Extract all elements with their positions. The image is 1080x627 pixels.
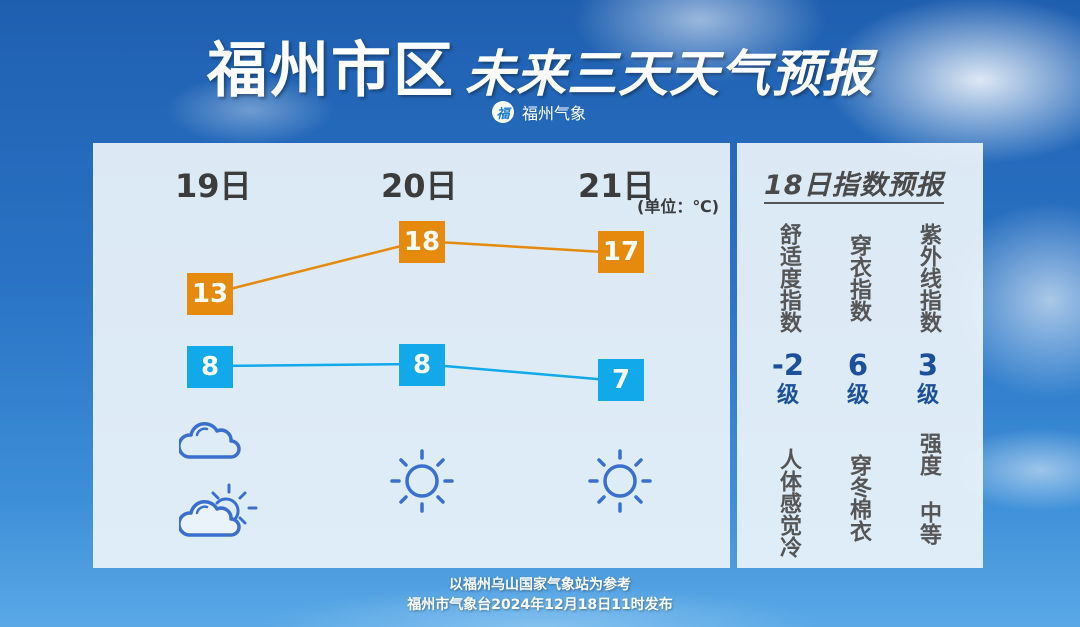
title-main: 福州市区 [207, 36, 455, 106]
uv-index-value: 3 级 [916, 348, 939, 408]
low-temp-20: 8 [399, 344, 445, 386]
uv-index-desc: 强度 中等 [916, 431, 941, 545]
low-temp-19: 8 [187, 346, 233, 388]
high-temp-19: 13 [187, 273, 233, 315]
low-temp-21: 7 [598, 359, 644, 401]
clothing-index-desc: 穿冬棉衣 [846, 454, 871, 542]
uv-index-label: 紫外线指数 [916, 223, 941, 333]
clothing-index-value: 6 级 [846, 348, 869, 408]
index-title: 18日指数预报 [764, 163, 944, 204]
brand-name: 福州气象 [522, 104, 587, 123]
day-label-20: 20日 [381, 167, 458, 205]
comfort-index-value: -2 级 [771, 348, 805, 408]
partly-cloudy-icon [179, 483, 258, 537]
index-panel: 18日指数预报 舒适度指数 穿衣指数 紫外线指数 -2 级 6 级 3 级 人体… [737, 143, 983, 568]
forecast-panel: 19日 20日 21日 (单位：℃) 13 18 17 8 8 7 [93, 143, 730, 568]
title-sub: 未来三天天气预报 [465, 45, 873, 103]
footer: 以福州乌山国家气象站为参考 福州市气象台2024年12月18日11时发布 [0, 575, 1080, 615]
sun-icon [588, 449, 652, 513]
sun-icon [390, 449, 454, 513]
day-label-21: 21日 [578, 167, 655, 205]
clothing-index-label: 穿衣指数 [846, 234, 871, 322]
comfort-index-label: 舒适度指数 [776, 223, 801, 333]
footer-reference: 以福州乌山国家气象站为参考 [449, 577, 631, 593]
day-label-19: 19日 [175, 167, 252, 205]
high-temp-21: 17 [598, 231, 644, 273]
high-temp-20: 18 [399, 221, 445, 263]
cloud-icon [179, 422, 241, 459]
unit-label: (单位：℃) [637, 197, 720, 216]
page-title: 福州市区 未来三天天气预报 [0, 22, 1080, 109]
fuzhou-weather-logo-icon: 福 [492, 101, 514, 123]
footer-issued: 福州市气象台2024年12月18日11时发布 [407, 597, 673, 613]
comfort-index-desc: 人体感觉冷 [776, 448, 801, 558]
brand: 福 福州气象 [492, 100, 586, 124]
